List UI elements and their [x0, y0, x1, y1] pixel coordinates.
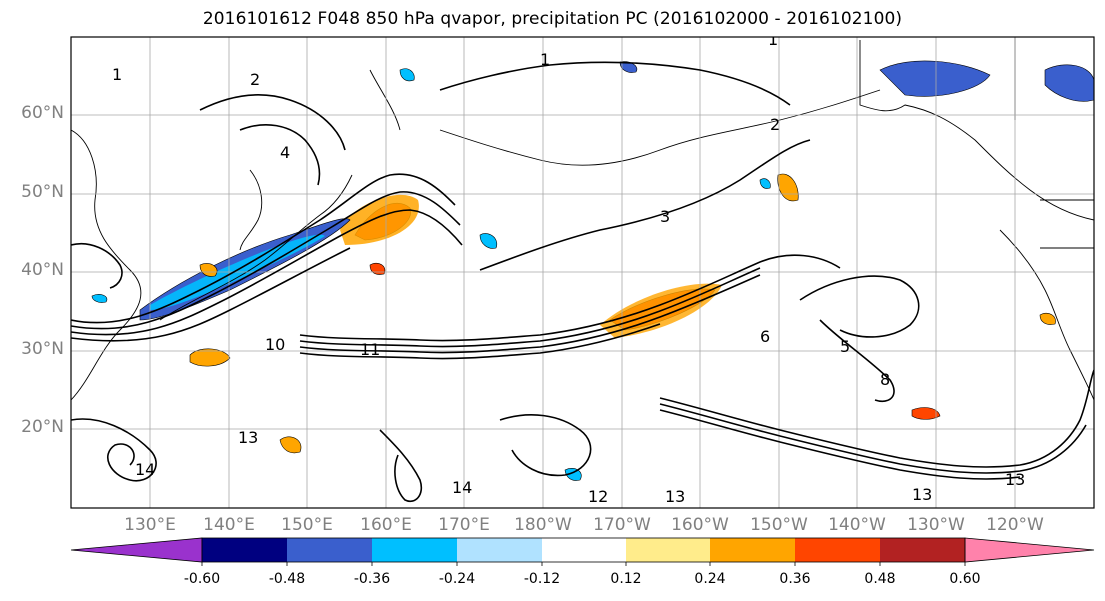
- longitude-label: 120°W: [986, 515, 1044, 535]
- latitude-label: 50°N: [21, 182, 64, 202]
- contour-label: 2: [770, 115, 780, 134]
- colorbar-segment: [202, 538, 287, 562]
- contour-label: 3: [660, 207, 670, 226]
- colorbar-segment: [457, 538, 542, 562]
- longitude-label: 130°E: [124, 515, 176, 535]
- precip-patch: [759, 178, 771, 189]
- contour-label: 1: [540, 50, 550, 69]
- precip-patch: [1044, 64, 1094, 102]
- contour-label: 5: [840, 337, 850, 356]
- map-title: 2016101612 F048 850 hPa qvapor, precipit…: [202, 9, 903, 29]
- longitude-label: 130°W: [907, 515, 965, 535]
- precip-patch: [911, 407, 941, 420]
- colorbar-segment: [287, 538, 372, 562]
- contour-label: 14: [452, 478, 472, 497]
- precip-patch: [399, 68, 415, 82]
- precip-patch: [199, 263, 218, 277]
- colorbar-segment: [542, 538, 626, 562]
- precip-patch: [564, 468, 582, 481]
- longitude-label: 170°E: [438, 515, 490, 535]
- colorbar-tick-label: -0.24: [438, 571, 476, 587]
- colorbar-tick-label: -0.48: [268, 571, 306, 587]
- qvapor-contours: [71, 61, 1094, 502]
- colorbar-tick-label: -0.12: [523, 571, 561, 587]
- contour-label: 14: [135, 460, 155, 479]
- colorbar-tick-label: 0.36: [779, 571, 811, 587]
- longitude-label: 140°W: [828, 515, 886, 535]
- contour-labels: 1 1 1 2 2 3 4 5 6 8 10 11 12 13 13 13 13…: [112, 30, 1025, 506]
- colorbar-extend-high: [964, 537, 1095, 563]
- longitude-label: 170°W: [593, 515, 651, 535]
- contour-label: 12: [588, 487, 608, 506]
- contour-label: 1: [768, 30, 778, 49]
- colorbar-tick-label: 0.12: [610, 571, 642, 587]
- contour-label: 13: [1005, 470, 1025, 489]
- latitude-label: 20°N: [21, 417, 64, 437]
- latitude-label: 30°N: [21, 339, 64, 359]
- coastlines: [71, 37, 1094, 401]
- contour-label: 13: [238, 428, 258, 447]
- contour-label: 6: [760, 327, 770, 346]
- contour-label: 2: [250, 70, 260, 89]
- precip-patch: [91, 294, 108, 303]
- colorbar-tick-label: 0.60: [949, 571, 981, 587]
- precip-patch: [1039, 312, 1056, 325]
- longitude-label: 150°E: [281, 515, 333, 535]
- contour-label: 8: [880, 370, 890, 389]
- contour-label: 4: [280, 143, 290, 162]
- contour-label: 10: [265, 335, 285, 354]
- contour-label: 13: [665, 487, 685, 506]
- map-panel: 1 1 1 2 2 3 4 5 6 8 10 11 12 13 13 13 13…: [71, 30, 1094, 508]
- colorbar-extend-low: [70, 537, 203, 563]
- colorbar-segment: [795, 538, 880, 562]
- latitude-label: 40°N: [21, 260, 64, 280]
- latitude-label: 60°N: [21, 103, 64, 123]
- map-frame: [70, 36, 1095, 509]
- graticule: [71, 37, 1094, 508]
- colorbar-segment: [372, 538, 457, 562]
- colorbar-segment: [626, 538, 710, 562]
- colorbar-tick-label: 0.48: [864, 571, 896, 587]
- colorbar: [70, 537, 1095, 566]
- colorbar-tick-label: -0.36: [353, 571, 391, 587]
- precip-patch: [189, 348, 231, 367]
- longitude-label: 160°W: [671, 515, 729, 535]
- longitude-label: 150°W: [750, 515, 808, 535]
- contour-label: 11: [360, 340, 380, 359]
- contour-label: 13: [912, 485, 932, 504]
- contour-label: 1: [112, 65, 122, 84]
- precip-patch: [879, 60, 991, 97]
- colorbar-segment: [880, 538, 965, 562]
- precip-patch: [479, 233, 498, 249]
- colorbar-tick-label: -0.60: [183, 571, 221, 587]
- longitude-label: 140°E: [203, 515, 255, 535]
- longitude-label: 160°E: [360, 515, 412, 535]
- precip-patch: [340, 194, 419, 245]
- colorbar-tick-label: 0.24: [694, 571, 726, 587]
- precip-patch: [279, 436, 302, 454]
- longitude-label: 180°W: [514, 515, 572, 535]
- colorbar-segment: [710, 538, 795, 562]
